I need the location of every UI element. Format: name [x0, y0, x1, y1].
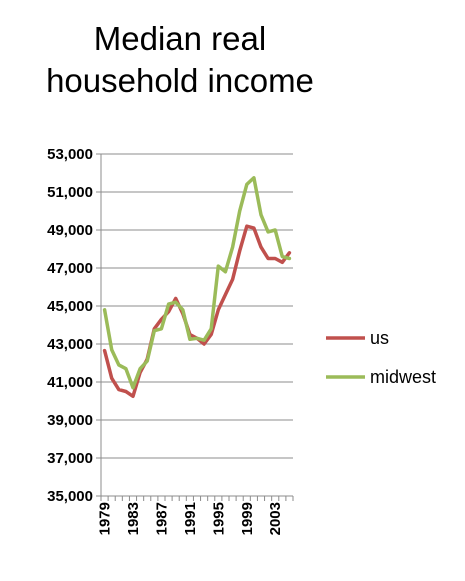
- x-tick-label: 1983: [125, 502, 142, 535]
- x-tick-label: 1991: [182, 502, 199, 535]
- y-tick-label: 51,000: [47, 184, 93, 201]
- y-tick-label: 35,000: [47, 488, 93, 505]
- chart-title-line-1: Median real: [93, 20, 267, 57]
- legend-label-midwest: midwest: [370, 367, 436, 387]
- chart-title: Median real household income: [0, 18, 360, 102]
- legend-label-us: us: [370, 328, 389, 348]
- y-tick-label: 49,000: [47, 222, 93, 239]
- series-line-midwest: [102, 176, 292, 390]
- y-tick-label: 39,000: [47, 412, 93, 429]
- y-tick-label: 53,000: [47, 146, 93, 163]
- chart-title-line-2: household income: [46, 62, 314, 99]
- y-tick-label: 37,000: [47, 450, 93, 467]
- y-tick-label: 43,000: [47, 336, 93, 353]
- series-line-us: [102, 224, 292, 399]
- y-tick-label: 47,000: [47, 260, 93, 277]
- x-tick-label: 1995: [210, 502, 227, 535]
- x-tick-label: 1987: [153, 502, 170, 535]
- x-tick-label: 2003: [267, 502, 284, 535]
- x-tick-label: 1999: [239, 502, 256, 535]
- x-tick-label: 1979: [97, 502, 114, 535]
- y-tick-label: 45,000: [47, 298, 93, 315]
- y-tick-label: 41,000: [47, 374, 93, 391]
